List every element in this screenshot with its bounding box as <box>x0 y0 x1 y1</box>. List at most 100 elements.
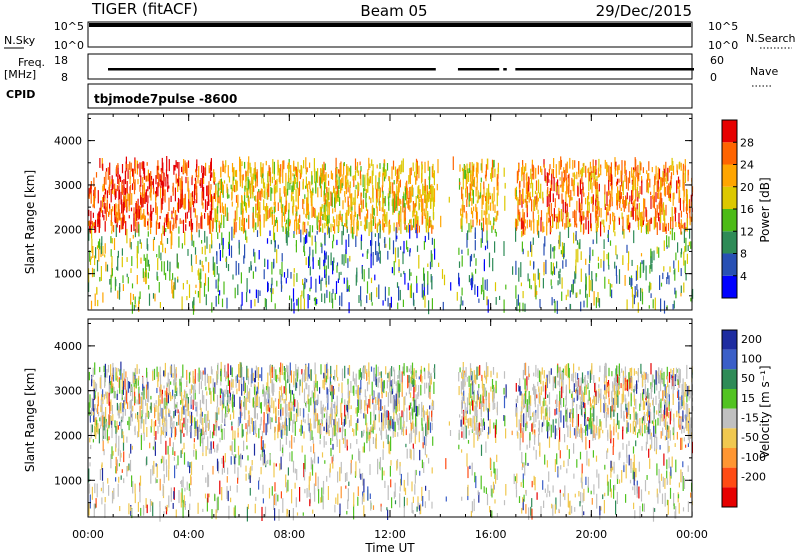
range-cell <box>683 507 684 511</box>
range-cell <box>229 397 230 404</box>
range-cell <box>303 222 304 225</box>
range-cell <box>191 385 192 394</box>
range-cell <box>185 160 186 171</box>
range-cell <box>622 185 623 191</box>
range-cell <box>132 169 133 177</box>
range-cell <box>146 498 147 508</box>
range-cell <box>382 467 383 480</box>
range-cell <box>384 224 385 227</box>
range-cell <box>115 203 116 217</box>
range-cell <box>391 166 392 179</box>
range-cell <box>415 215 416 230</box>
range-cell <box>595 211 596 223</box>
range-cell <box>560 411 561 423</box>
range-cell <box>289 452 290 461</box>
range-cell <box>398 286 399 300</box>
range-cell <box>237 202 238 206</box>
range-cell <box>330 224 331 233</box>
range-cell <box>368 158 369 170</box>
range-cell <box>202 372 203 381</box>
range-cell <box>354 378 355 384</box>
range-cell <box>457 292 458 301</box>
range-cell <box>599 377 600 381</box>
range-cell <box>378 233 379 246</box>
range-cell <box>400 206 401 214</box>
range-cell <box>112 179 113 186</box>
range-cell <box>531 509 532 520</box>
range-cell <box>187 482 188 490</box>
range-cell <box>381 371 382 378</box>
range-cell <box>223 206 224 214</box>
range-cell <box>325 164 326 171</box>
range-cell <box>690 208 691 213</box>
range-cell <box>140 195 141 204</box>
range-cell <box>428 300 429 314</box>
range-cell <box>149 179 150 189</box>
range-cell <box>140 176 141 187</box>
range-cell <box>174 451 175 456</box>
range-cell <box>353 386 354 396</box>
range-cell <box>413 163 414 172</box>
range-cell <box>275 186 276 194</box>
range-cell <box>529 220 530 228</box>
range-cell <box>515 228 516 242</box>
range-cell <box>151 222 152 228</box>
range-cell <box>403 300 404 307</box>
range-cell <box>416 162 417 175</box>
range-cell <box>429 167 430 180</box>
range-cell <box>369 432 370 435</box>
range-cell <box>167 186 168 192</box>
range-cell <box>673 193 674 200</box>
range-cell <box>317 168 318 183</box>
range-cell <box>403 271 404 274</box>
range-cell <box>430 220 431 227</box>
range-cell <box>159 182 160 186</box>
range-cell <box>604 185 605 195</box>
range-cell <box>360 300 361 307</box>
range-cell <box>663 208 664 221</box>
range-cell <box>101 266 102 281</box>
range-cell <box>657 418 658 426</box>
range-cell <box>459 164 460 171</box>
range-cell <box>355 171 356 181</box>
range-cell <box>332 444 333 450</box>
range-cell <box>216 252 217 265</box>
range-cell <box>242 292 243 306</box>
range-cell <box>540 184 541 199</box>
range-cell <box>237 195 238 208</box>
range-cell <box>373 252 374 265</box>
range-cell <box>346 182 347 194</box>
range-cell <box>486 296 487 305</box>
range-cell <box>283 226 284 232</box>
range-cell <box>202 390 203 403</box>
range-cell <box>665 419 666 429</box>
range-cell <box>337 186 338 195</box>
range-cell <box>489 253 490 268</box>
range-cell <box>375 241 376 255</box>
range-cell <box>541 169 542 175</box>
range-cell <box>648 161 649 171</box>
range-cell <box>433 368 434 373</box>
range-cell <box>392 391 393 394</box>
range-cell <box>280 269 281 275</box>
range-cell <box>234 463 235 474</box>
range-cell <box>134 427 135 432</box>
range-cell <box>551 203 552 216</box>
range-cell <box>419 404 420 415</box>
range-cell <box>600 222 601 237</box>
range-cell <box>379 196 380 200</box>
range-cell <box>596 425 597 433</box>
range-cell <box>366 190 367 193</box>
range-cell <box>231 185 232 190</box>
range-cell <box>180 178 181 190</box>
range-cell <box>637 215 638 219</box>
range-cell <box>365 193 366 208</box>
range-cell <box>485 388 486 398</box>
range-cell <box>264 444 265 449</box>
range-cell <box>114 204 115 215</box>
range-cell <box>652 195 653 199</box>
range-cell <box>356 439 357 444</box>
range-cell <box>504 500 505 505</box>
range-cell <box>499 296 500 300</box>
range-cell <box>174 397 175 410</box>
